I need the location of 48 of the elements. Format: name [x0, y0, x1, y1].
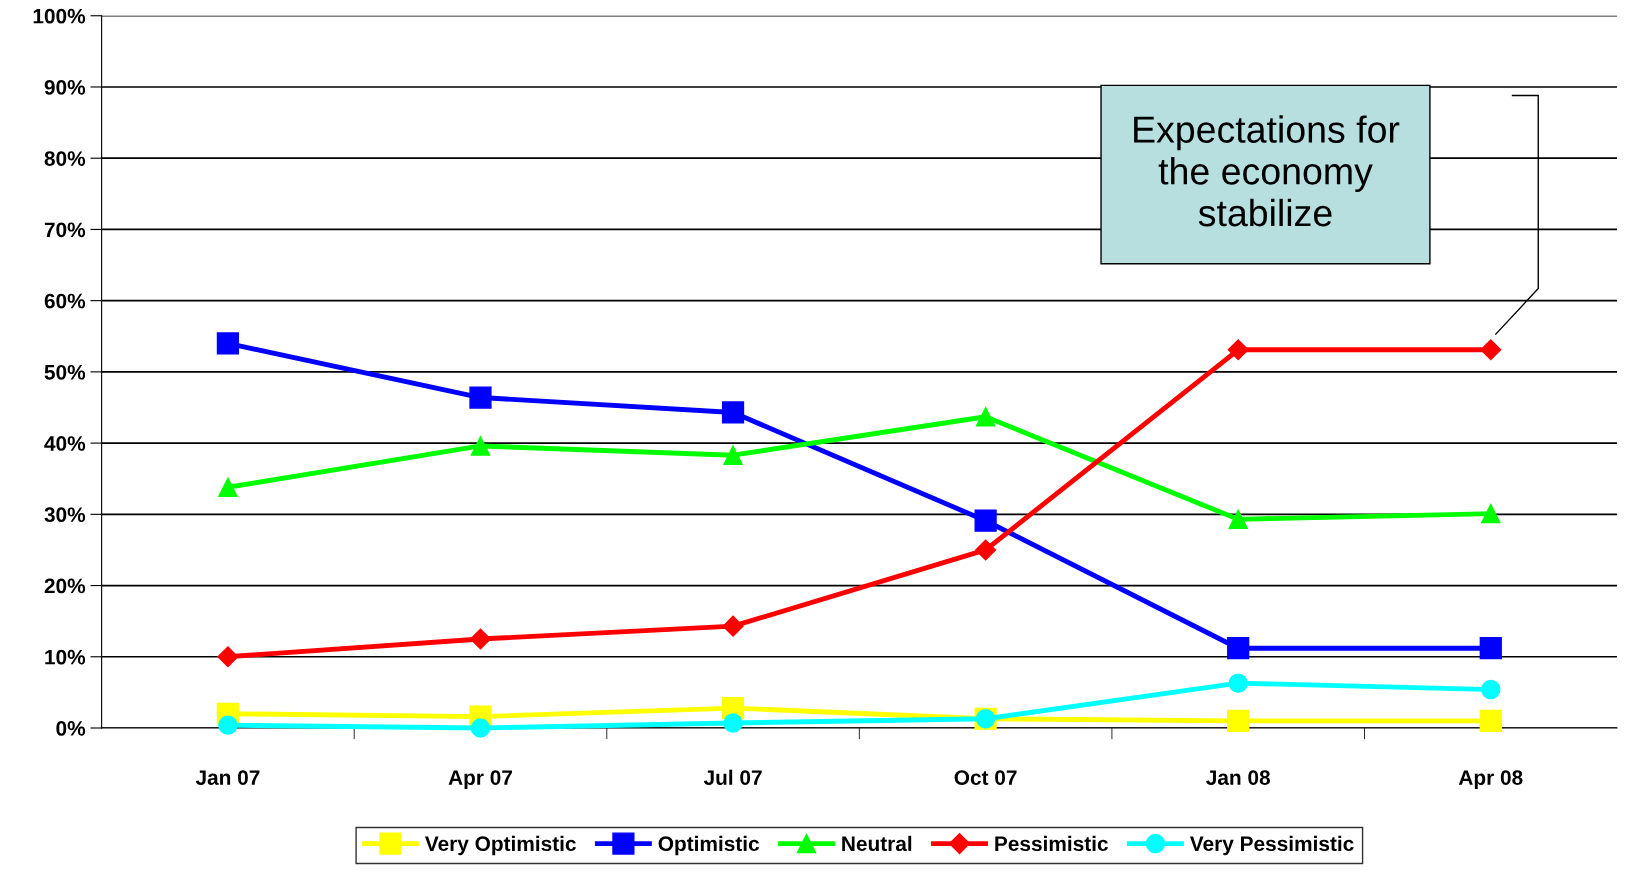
point — [470, 718, 491, 738]
point — [1228, 673, 1248, 693]
x-tick-label: Apr 08 — [1458, 770, 1523, 790]
point — [723, 713, 743, 733]
point — [217, 646, 239, 668]
point — [1227, 637, 1250, 660]
point — [1480, 339, 1502, 361]
legend-label: Very Pessimistic — [1189, 835, 1354, 856]
point — [469, 628, 491, 650]
point — [218, 715, 238, 735]
point — [721, 401, 745, 424]
point — [723, 445, 743, 465]
y-tick-label: 100% — [33, 8, 86, 24]
point — [470, 436, 491, 456]
point — [218, 477, 238, 497]
annotation: Expectations for the economy stabilize — [1134, 115, 1400, 227]
y-tick-label: 0% — [56, 721, 86, 736]
y-tick-label: 60% — [44, 293, 86, 309]
y-tick-label: 70% — [44, 222, 86, 238]
point — [1481, 679, 1501, 700]
x-tick-label: Jan 07 — [195, 770, 260, 785]
x-tick-label: Apr 07 — [448, 770, 512, 790]
point — [1227, 709, 1250, 732]
point — [722, 615, 744, 637]
y-tick-label: 50% — [44, 364, 86, 380]
legend-label: Very Optimistic — [424, 835, 576, 856]
y-tick-label: 90% — [44, 79, 86, 95]
y-tick-label: 40% — [44, 436, 86, 451]
y-tick-label: 30% — [44, 507, 86, 523]
x-tick-label: Jan 08 — [1206, 770, 1270, 785]
point — [1227, 339, 1249, 361]
x-tick-label: Oct 07 — [954, 770, 1017, 785]
point — [975, 539, 997, 561]
x-tick-label: Jul 07 — [703, 769, 762, 785]
legend-label: Neutral — [842, 835, 912, 852]
y-tick-label: 10% — [45, 649, 86, 665]
point — [1481, 503, 1501, 524]
legend-label: Pessimistic — [995, 835, 1108, 852]
point — [1479, 637, 1502, 660]
legend-label: Optimistic — [658, 835, 760, 856]
point — [1479, 709, 1502, 732]
point — [975, 407, 996, 427]
point — [216, 332, 240, 355]
y-tick-label: 80% — [44, 151, 86, 166]
point — [1228, 509, 1248, 530]
point — [974, 509, 997, 532]
y-tick-label: 20% — [44, 578, 86, 594]
point — [469, 386, 492, 409]
